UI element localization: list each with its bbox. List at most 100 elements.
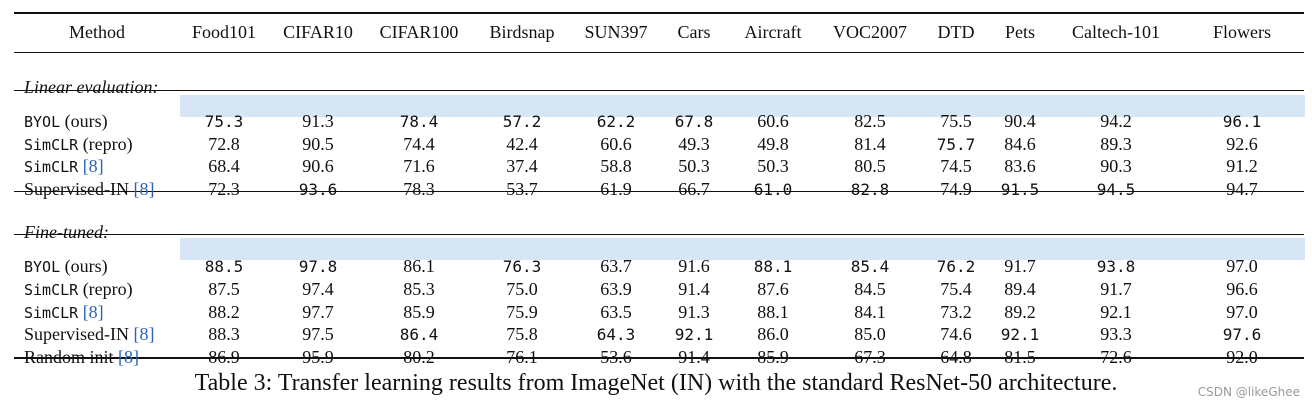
- section-rule-finetuned: [14, 234, 1304, 235]
- value-cell: 91.4: [678, 347, 710, 368]
- method-name: SimCLR: [24, 158, 79, 177]
- value-cell: 87.6: [757, 278, 789, 299]
- value-cell: 89.3: [1100, 133, 1132, 154]
- method-cell: SimCLR (repro): [14, 278, 180, 301]
- method-suffix: (repro): [78, 133, 133, 154]
- value-cell: 75.5: [940, 110, 972, 131]
- method-cell: SimCLR [8]: [14, 301, 180, 324]
- citation-link[interactable]: [8]: [133, 324, 155, 345]
- table-row: Supervised-IN [8] 72.3 93.6 78.3 53.7 61.9 66.…: [14, 178, 1304, 201]
- table-caption: Table 3: Transfer learning results from …: [194, 370, 1118, 396]
- value-cell: 75.0: [506, 278, 538, 299]
- method-cell: Supervised-IN [8]: [14, 324, 180, 347]
- value-cell: 94.5: [1096, 180, 1136, 200]
- value-cell: 89.2: [1004, 301, 1036, 322]
- value-cell: 63.9: [600, 278, 632, 299]
- header-rule: [14, 52, 1304, 53]
- value-cell: 91.3: [302, 110, 334, 131]
- value-cell: 97.0: [1226, 256, 1258, 277]
- value-cell: 64.3: [596, 325, 636, 345]
- method-name: BYOL: [24, 258, 61, 277]
- citation-link[interactable]: [8]: [133, 179, 155, 200]
- method-cell: Random init [8]: [14, 346, 180, 369]
- top-rule: [14, 12, 1304, 14]
- highlight-band-finetuned-byol: [180, 238, 1305, 260]
- section-title: Fine-tuned:: [24, 222, 109, 243]
- method-name: Supervised-IN: [24, 179, 129, 200]
- value-cell: 97.7: [302, 301, 334, 322]
- value-cell: 86.0: [757, 324, 789, 345]
- header-flowers: Flowers: [1213, 21, 1271, 42]
- value-cell: 88.3: [208, 324, 240, 345]
- header-dtd: DTD: [937, 21, 975, 42]
- value-cell: 86.9: [208, 347, 240, 368]
- section-title: Linear evaluation:: [24, 77, 159, 97]
- method-cell: BYOL (ours): [14, 110, 180, 133]
- header-aircraft: Aircraft: [744, 21, 802, 42]
- header-row: Method Food101 CIFAR10 CIFAR100 Birdsnap…: [14, 0, 1304, 64]
- value-cell: 53.7: [506, 179, 538, 200]
- value-cell: 85.9: [403, 301, 435, 322]
- citation-link[interactable]: [8]: [82, 301, 104, 322]
- table-row: SimCLR [8] 68.4 90.6 71.6 37.4 58.8 50.3 50.3 80…: [14, 156, 1304, 179]
- value-cell: 94.7: [1226, 179, 1258, 200]
- header-birdsnap: Birdsnap: [489, 21, 555, 42]
- table-row: Supervised-IN [8] 88.3 97.5 86.4 75.8 64.3 92.…: [14, 324, 1304, 347]
- method-suffix: (ours): [60, 110, 108, 131]
- method-cell: SimCLR [8]: [14, 156, 180, 179]
- value-cell: 67.3: [854, 347, 886, 368]
- value-cell: 90.3: [1100, 156, 1132, 177]
- value-cell: 91.7: [1100, 278, 1132, 299]
- citation-link[interactable]: [8]: [82, 156, 104, 177]
- value-cell: 93.8: [1096, 257, 1136, 277]
- value-cell: 97.0: [1226, 301, 1258, 322]
- value-cell: 96.6: [1226, 278, 1258, 299]
- value-cell: 97.4: [302, 278, 334, 299]
- table-row: Random init [8] 86.9 95.9 80.2 76.1 53.6 91.4 8…: [14, 346, 1304, 369]
- value-cell: 50.3: [678, 156, 710, 177]
- citation-link[interactable]: [8]: [118, 347, 139, 368]
- value-cell: 92.6: [1226, 133, 1258, 154]
- method-suffix: (repro): [78, 278, 133, 299]
- section-header-row: Fine-tuned:: [14, 209, 1304, 255]
- value-cell: 89.4: [1004, 278, 1036, 299]
- section-gap-cell: [14, 201, 1304, 209]
- value-cell: 49.3: [678, 133, 710, 154]
- table-row: SimCLR (repro) 87.5 97.4 85.3 75.0 63.9 91.4 87…: [14, 278, 1304, 301]
- header-caltech101: Caltech-101: [1072, 21, 1160, 42]
- value-cell: 97.8: [298, 257, 338, 277]
- value-cell: 60.6: [600, 133, 632, 154]
- header-sun397: SUN397: [584, 21, 648, 42]
- value-cell: 67.8: [674, 111, 714, 131]
- table-row: SimCLR [8] 88.2 97.7 85.9 75.9 63.5 91.3 88.1 84…: [14, 301, 1304, 324]
- value-cell: 53.6: [600, 347, 632, 368]
- value-cell: 63.5: [600, 301, 632, 322]
- value-cell: 86.4: [399, 325, 439, 345]
- value-cell: 81.4: [854, 133, 886, 154]
- value-cell: 75.8: [506, 324, 538, 345]
- table-body: Linear evaluation: BYOL (ours) 75.3 91.3 78.…: [14, 64, 1304, 369]
- value-cell: 94.2: [1100, 110, 1132, 131]
- section-gap: [14, 201, 1304, 209]
- value-cell: 85.0: [854, 324, 886, 345]
- header-cifar10: CIFAR10: [283, 21, 353, 42]
- section-separator-rule: [14, 191, 1304, 192]
- value-cell: 97.6: [1222, 325, 1262, 345]
- value-cell: 68.4: [208, 156, 240, 177]
- value-cell: 74.5: [940, 156, 972, 177]
- value-cell: 88.1: [757, 301, 789, 322]
- value-cell: 83.6: [1004, 156, 1036, 177]
- value-cell: 85.3: [403, 278, 435, 299]
- header-method: Method: [69, 21, 125, 42]
- value-cell: 91.7: [1004, 256, 1036, 277]
- value-cell: 50.3: [757, 156, 789, 177]
- value-cell: 96.1: [1222, 111, 1262, 131]
- value-cell: 90.5: [302, 133, 334, 154]
- method-cell: Supervised-IN [8]: [14, 178, 180, 201]
- method-cell: SimCLR (repro): [14, 133, 180, 156]
- value-cell: 62.2: [596, 111, 636, 131]
- value-cell: 61.9: [600, 179, 632, 200]
- header-cars: Cars: [677, 21, 711, 42]
- value-cell: 60.6: [757, 110, 789, 131]
- value-cell: 75.9: [506, 301, 538, 322]
